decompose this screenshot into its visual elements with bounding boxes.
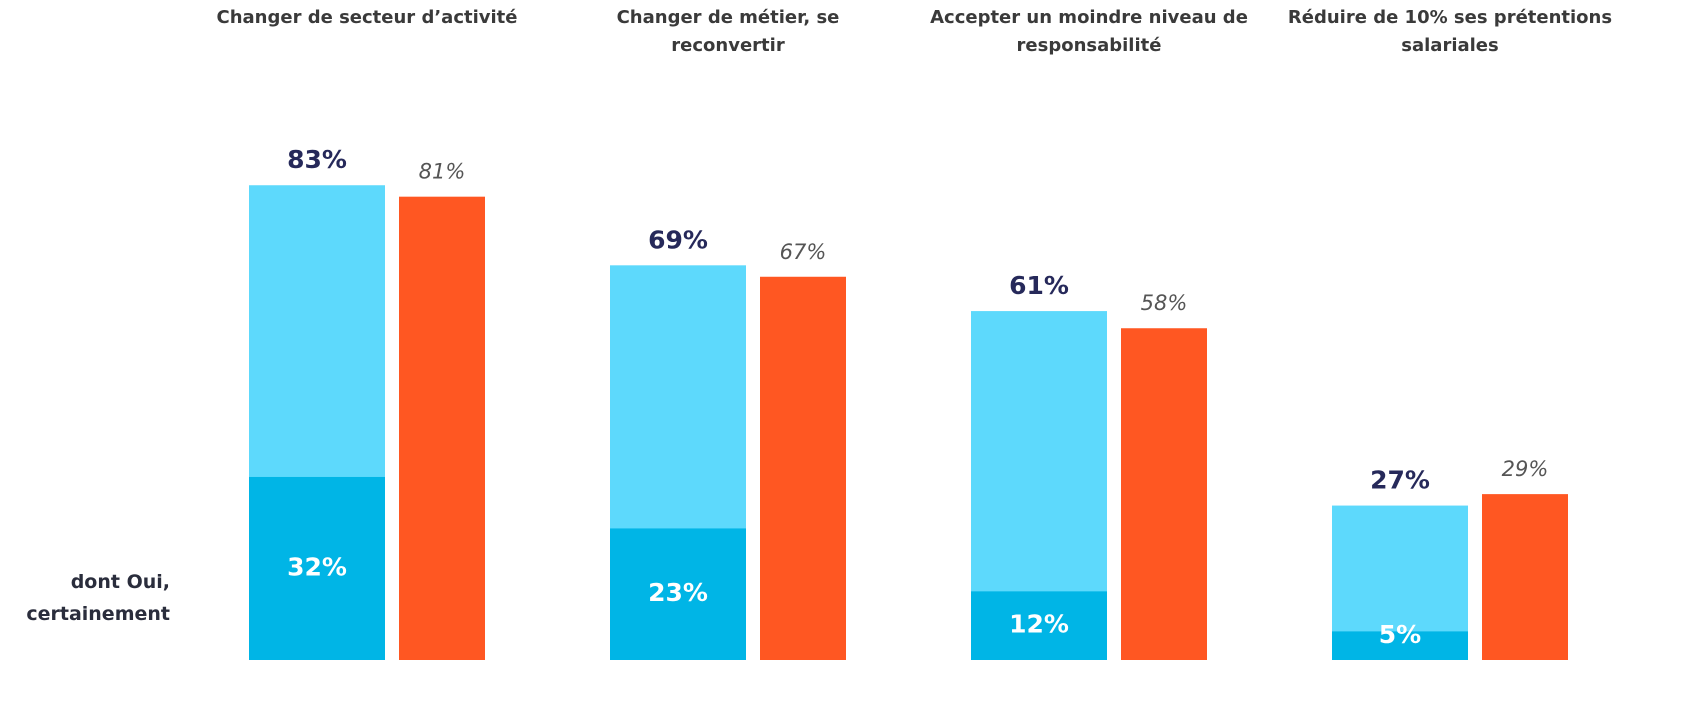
value-label: 27% (1370, 466, 1430, 495)
bar-segment (610, 528, 746, 660)
value-label: 67% (780, 240, 827, 264)
value-label: 69% (648, 225, 708, 254)
value-label: 12% (1009, 610, 1069, 639)
value-label: 29% (1502, 457, 1549, 481)
bar (760, 276, 846, 660)
value-label: 83% (287, 145, 347, 174)
category-title: Changer de secteur d’activité (216, 7, 518, 28)
bar-segment (1332, 631, 1468, 660)
legend-label: dont Oui, certainement (26, 571, 170, 625)
value-label: 32% (287, 552, 347, 581)
category-title: Changer de métier, se reconvertir (616, 7, 840, 56)
category-title: Réduire de 10% ses prétentions salariale… (1287, 7, 1613, 56)
bar-segment (249, 476, 385, 660)
bar (399, 196, 485, 660)
category-title: Accepter un moindre niveau de responsabi… (930, 7, 1248, 56)
value-label: 58% (1141, 291, 1188, 315)
value-label: 5% (1379, 620, 1421, 649)
value-label: 81% (419, 160, 466, 184)
bar (1121, 328, 1207, 660)
bar-segment (971, 591, 1107, 660)
value-label: 61% (1009, 271, 1069, 300)
bar (1482, 494, 1568, 660)
value-label: 23% (648, 578, 708, 607)
